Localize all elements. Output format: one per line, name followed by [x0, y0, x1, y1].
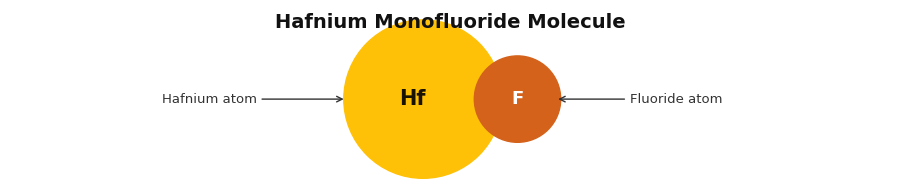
- Text: Hafnium atom: Hafnium atom: [161, 93, 342, 106]
- Text: F: F: [511, 90, 524, 108]
- Ellipse shape: [474, 56, 561, 142]
- Ellipse shape: [344, 20, 502, 178]
- Text: Hf: Hf: [399, 89, 426, 109]
- Text: Fluoride atom: Fluoride atom: [560, 93, 723, 106]
- Text: Hafnium Monofluoride Molecule: Hafnium Monofluoride Molecule: [274, 13, 626, 32]
